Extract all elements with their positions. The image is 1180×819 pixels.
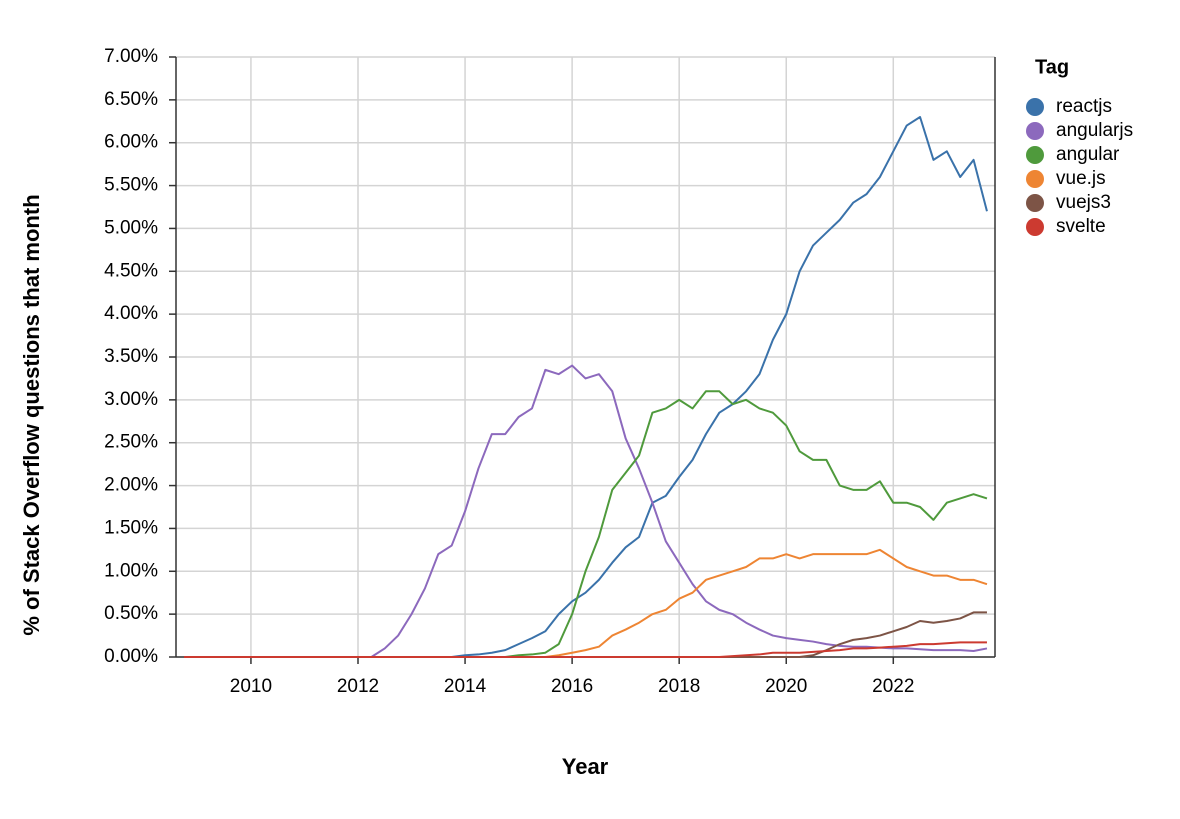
y-tick-label: 0.50% [104,603,158,624]
x-tick-label: 2014 [444,676,487,697]
y-tick-label: 7.00% [104,46,158,67]
y-tick-label: 5.50% [104,175,158,196]
x-tick-label: 2018 [658,676,700,697]
y-tick-label: 3.00% [104,389,158,410]
series-line [184,641,987,658]
y-tick-label: 5.00% [104,217,158,238]
y-tick-label: 2.00% [104,475,158,496]
legend-label: svelte [1056,216,1106,237]
y-tick-label: 1.00% [104,560,158,581]
series-line [184,364,988,658]
y-tick-label: 4.00% [104,303,158,324]
legend-swatch [1026,122,1044,140]
y-axis-title: % of Stack Overflow questions that month [19,194,44,635]
legend-label: angular [1056,144,1120,165]
y-tick-label: 2.50% [104,432,158,453]
legend-label: vuejs3 [1056,192,1111,213]
x-tick-label: 2022 [872,676,914,697]
y-tick-label: 3.50% [104,346,158,367]
y-tick-label: 6.50% [104,89,158,110]
legend-label: angularjs [1056,120,1133,141]
legend-swatch [1026,170,1044,188]
y-tick-label: 4.50% [104,260,158,281]
legend-swatch [1026,194,1044,212]
legend-swatch [1026,146,1044,164]
x-tick-label: 2010 [230,676,272,697]
y-tick-label: 1.50% [104,517,158,538]
series-line [184,390,988,658]
legend-swatch [1026,98,1044,116]
y-tick-label: 0.00% [104,646,158,667]
legend-label: vue.js [1056,168,1106,189]
x-tick-label: 2012 [337,676,379,697]
x-axis-title: Year [562,754,609,779]
series-line [184,116,988,658]
legend-title: Tag [1035,56,1069,78]
legend-label: reactjs [1056,96,1112,117]
x-tick-label: 2020 [765,676,807,697]
legend-swatch [1026,218,1044,236]
series-line [184,548,988,658]
y-tick-label: 6.00% [104,132,158,153]
x-tick-label: 2016 [551,676,593,697]
